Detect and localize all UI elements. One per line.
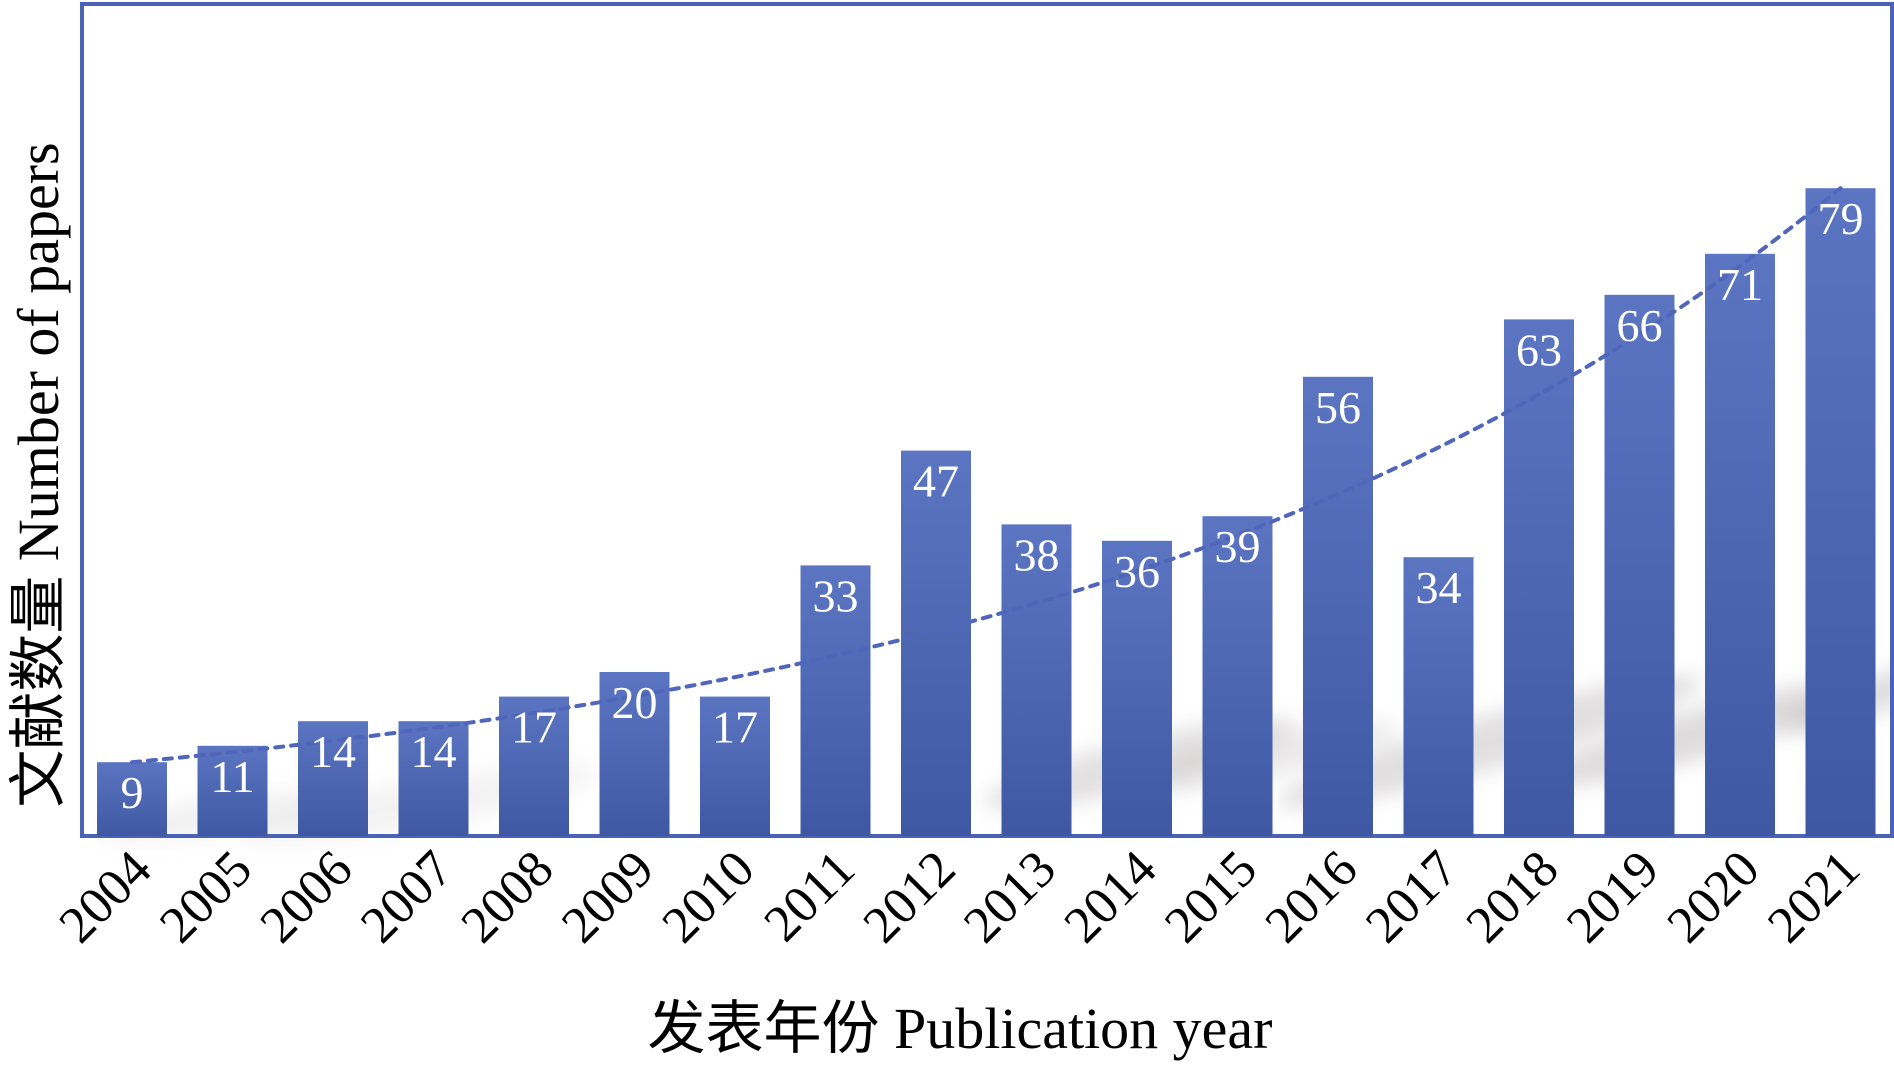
data-label-2021: 79 xyxy=(1818,193,1864,244)
x-tick-2009: 2009 xyxy=(551,840,665,954)
bar-2019 xyxy=(1604,294,1675,836)
x-tick-labels-layer: 2004200520062007200820092010201120122013… xyxy=(49,840,1871,954)
bar-2017 xyxy=(1403,557,1474,836)
bar-2006 xyxy=(298,721,368,836)
x-tick-2008: 2008 xyxy=(451,840,565,954)
x-tick-2012: 2012 xyxy=(853,840,967,954)
data-label-2005: 11 xyxy=(210,751,254,802)
data-label-2017: 34 xyxy=(1416,562,1462,613)
data-label-2008: 17 xyxy=(511,702,557,753)
data-label-2012: 47 xyxy=(913,456,959,507)
bar-2007 xyxy=(398,721,469,836)
data-label-2014: 36 xyxy=(1114,546,1160,597)
x-tick-2010: 2010 xyxy=(652,840,766,954)
bar-2016 xyxy=(1303,376,1373,836)
x-tick-2014: 2014 xyxy=(1054,840,1168,954)
data-label-2004: 9 xyxy=(121,767,144,818)
x-tick-2017: 2017 xyxy=(1355,840,1469,954)
x-tick-2020: 2020 xyxy=(1657,840,1771,954)
bar-2010 xyxy=(700,696,770,836)
x-tick-2016: 2016 xyxy=(1255,840,1369,954)
data-label-2015: 39 xyxy=(1215,521,1261,572)
trendline xyxy=(130,186,1843,765)
bar-2018 xyxy=(1504,319,1574,836)
data-label-2010: 17 xyxy=(712,702,758,753)
x-tick-2011: 2011 xyxy=(754,840,866,952)
bar-2005 xyxy=(197,745,268,836)
data-label-2009: 20 xyxy=(612,677,658,728)
bar-2015 xyxy=(1202,516,1273,836)
data-label-2007: 14 xyxy=(411,726,457,777)
x-tick-2007: 2007 xyxy=(350,840,464,954)
data-label-2013: 38 xyxy=(1014,529,1060,580)
bar-2004 xyxy=(97,762,167,836)
bar-shadow-5 xyxy=(1278,676,1702,808)
bar-2012 xyxy=(901,450,971,836)
bar-2021 xyxy=(1805,188,1876,836)
x-tick-2015: 2015 xyxy=(1154,840,1268,954)
x-tick-2013: 2013 xyxy=(953,840,1067,954)
bar-2013 xyxy=(1001,524,1072,836)
data-label-2006: 14 xyxy=(310,726,356,777)
x-tick-2019: 2019 xyxy=(1556,840,1670,954)
data-label-2016: 56 xyxy=(1315,382,1361,433)
bar-2008 xyxy=(499,696,569,836)
plot-frame xyxy=(80,2,1894,838)
data-label-2019: 66 xyxy=(1617,300,1663,351)
data-label-2020: 71 xyxy=(1717,259,1763,310)
data-label-2018: 63 xyxy=(1516,324,1562,375)
x-tick-2005: 2005 xyxy=(149,840,263,954)
data-label-2011: 33 xyxy=(813,570,859,621)
x-axis-title: 发表年份 Publication year xyxy=(647,996,1272,1061)
x-tick-2006: 2006 xyxy=(250,840,364,954)
x-tick-2018: 2018 xyxy=(1456,840,1570,954)
bar-2014 xyxy=(1102,540,1172,836)
bar-2011 xyxy=(800,565,871,836)
bars-layer xyxy=(97,188,1876,837)
x-tick-2021: 2021 xyxy=(1757,840,1871,954)
y-axis-title: 文献数量 Number of papers xyxy=(6,142,71,807)
x-tick-2004: 2004 xyxy=(49,840,163,954)
bar-2020 xyxy=(1705,253,1775,837)
data-labels-layer: 9 11 14 14 17 20 17 33 47 38 36 39 56 34 63 66 71 79 xyxy=(121,193,1864,818)
